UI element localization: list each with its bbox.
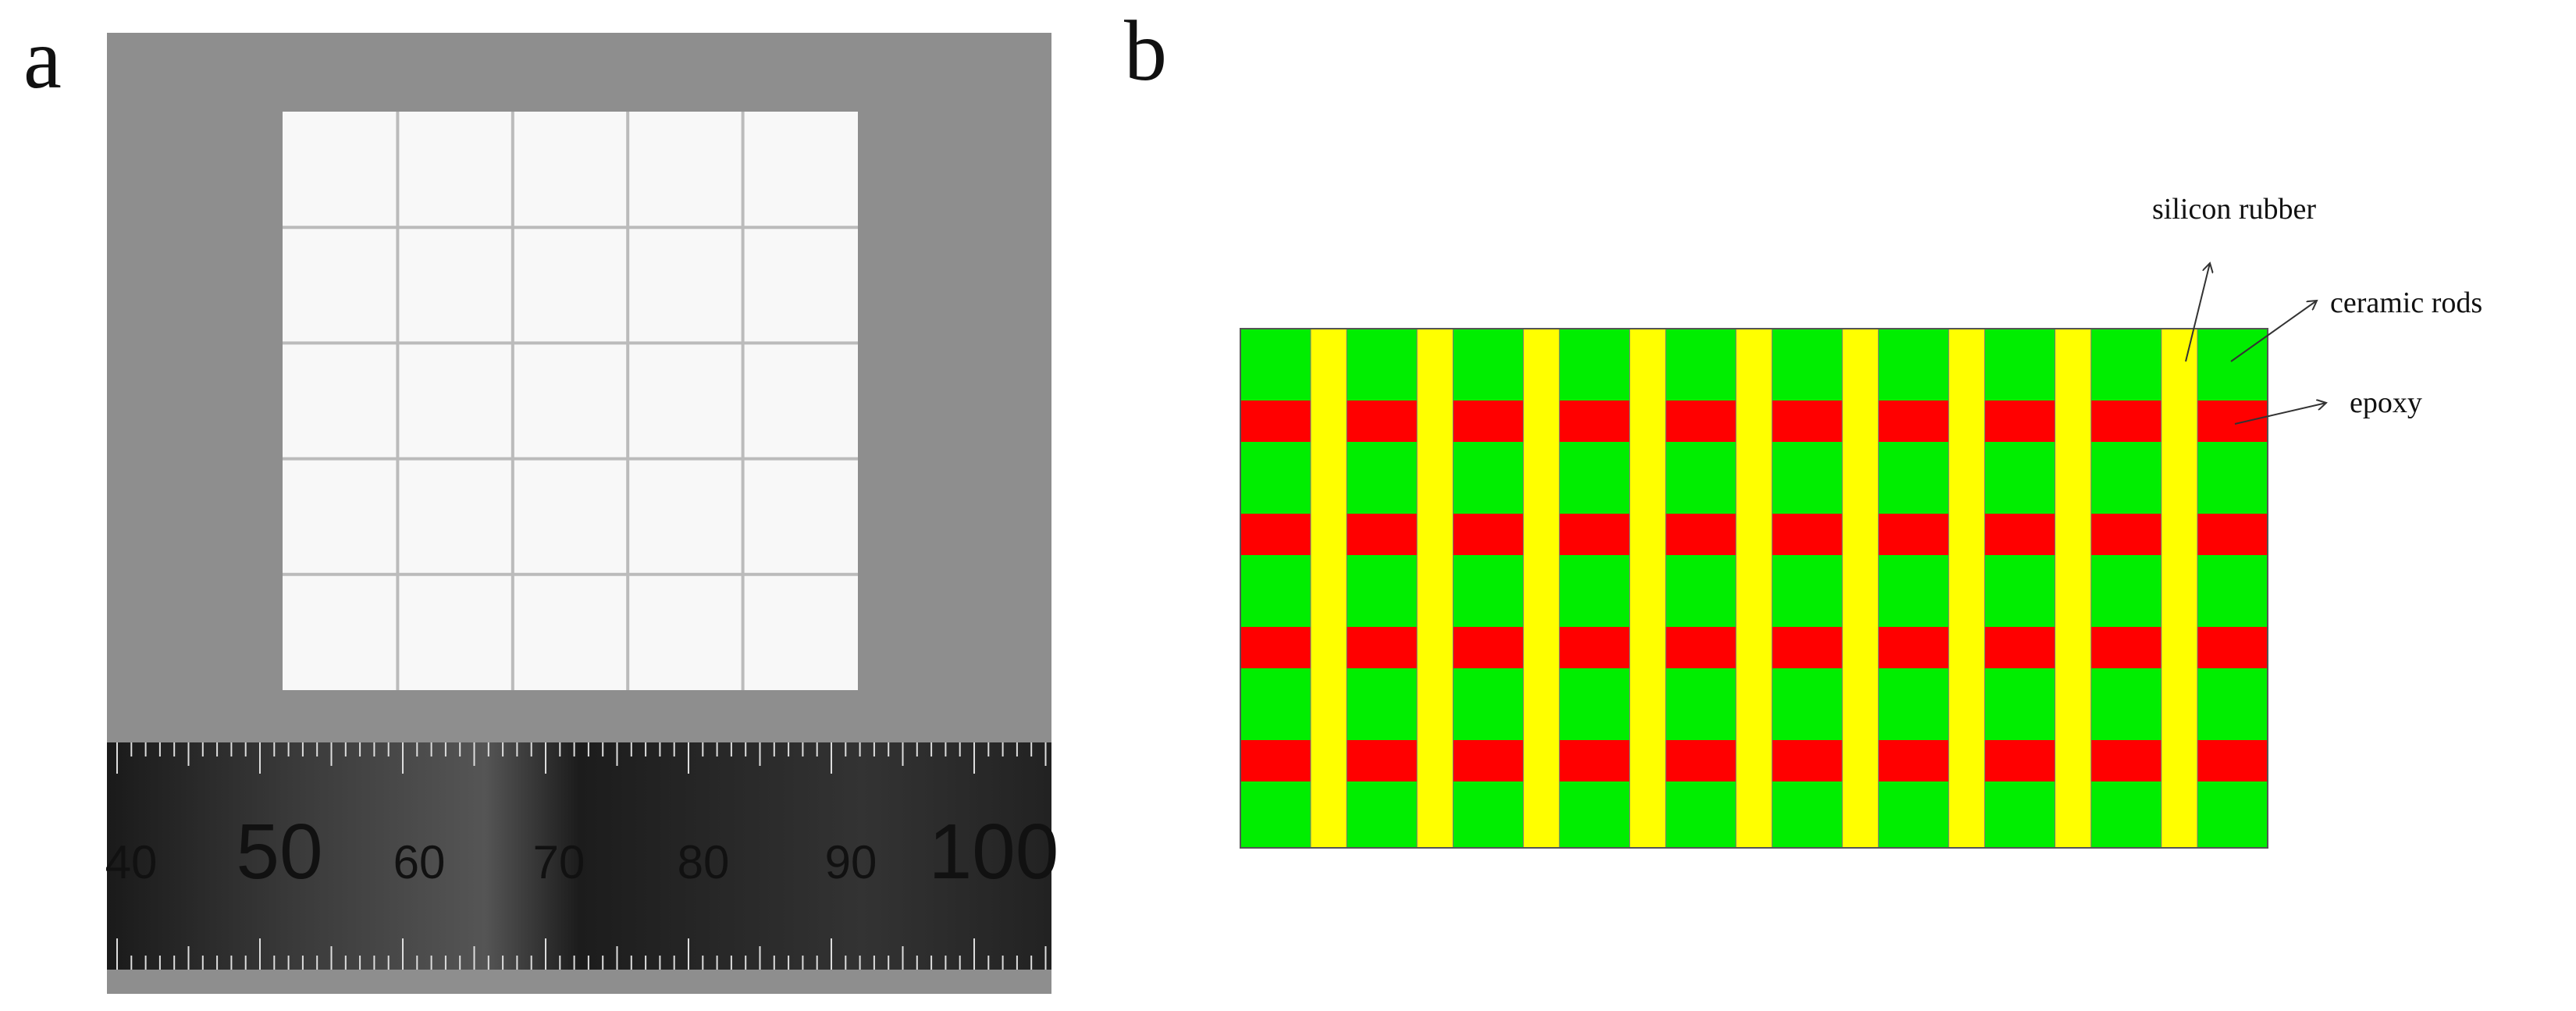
- arrow: [2230, 301, 2317, 362]
- silicon-rubber-strip: [1310, 328, 1347, 849]
- panel-a: a: [23, 11, 1051, 994]
- composite-diagram: [1240, 328, 2268, 849]
- ruler-label: 50: [236, 808, 322, 895]
- panel-b: b: [1124, 3, 2326, 849]
- ruler-label: 60: [393, 836, 446, 888]
- sample: [283, 112, 858, 690]
- diagram-border: [1240, 328, 2268, 849]
- ruler: [107, 742, 1051, 970]
- silicon-rubber-strip: [1735, 328, 1773, 849]
- arrow: [2185, 263, 2210, 362]
- ruler-label: 80: [678, 836, 730, 888]
- ruler-label: 40: [105, 836, 158, 888]
- silicon-rubber-strip: [1416, 328, 1453, 849]
- ruler-ticks: [116, 742, 1047, 970]
- annotation: silicon rubber: [2152, 193, 2316, 226]
- panel-label: a: [23, 11, 62, 106]
- ruler-label: 100: [929, 808, 1059, 895]
- silicon-rubber-strip: [1948, 328, 1986, 849]
- sample-grid: [283, 112, 858, 690]
- silicon-rubber-strip: [1522, 328, 1560, 849]
- silicon-rubber-strip: [1841, 328, 1879, 849]
- silicon-rubber-strip: [2161, 328, 2198, 849]
- panel-label: b: [1124, 3, 1167, 98]
- arrow: [2234, 403, 2326, 425]
- annotation: ceramic rods: [2330, 287, 2482, 319]
- ruler-label: 90: [825, 836, 877, 888]
- annotation: epoxy: [2350, 386, 2422, 419]
- silicon-rubber-strip: [1629, 328, 1667, 849]
- silicon-rubber-strip: [2055, 328, 2092, 849]
- ruler-label: 70: [533, 836, 585, 888]
